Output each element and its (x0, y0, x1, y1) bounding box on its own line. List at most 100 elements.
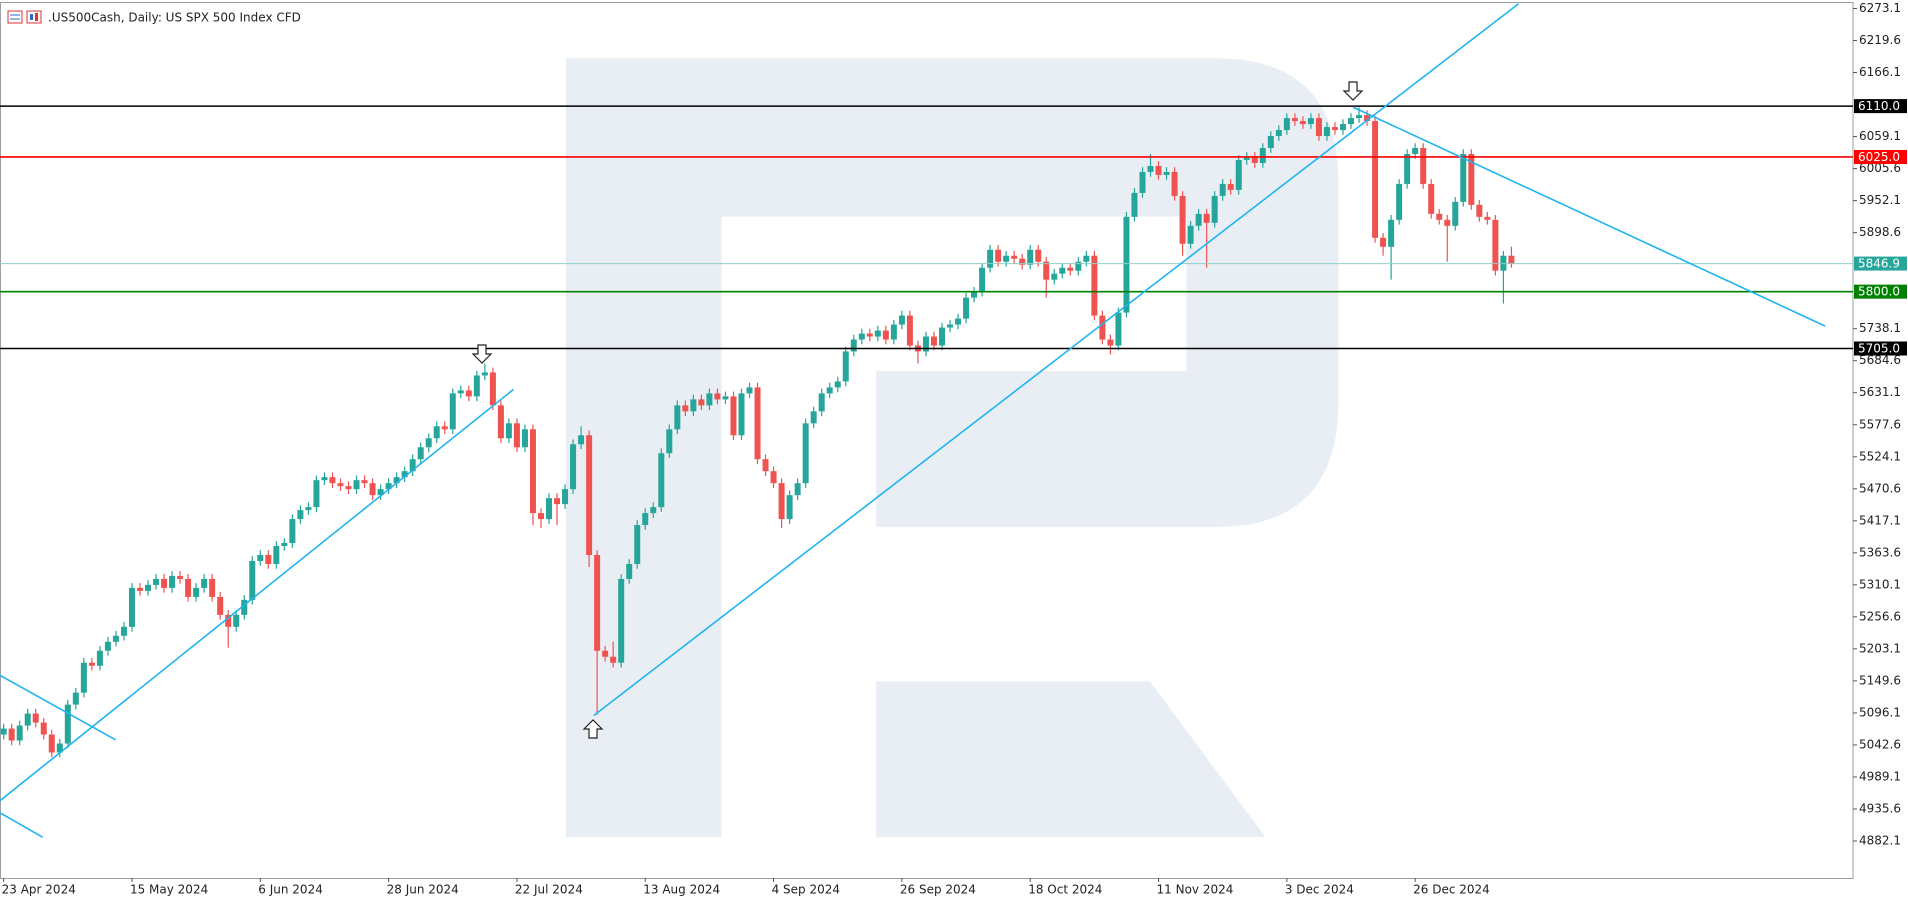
x-tick-label: 6 Jun 2024 (258, 883, 323, 897)
x-tick-label: 22 Jul 2024 (515, 883, 583, 897)
candle-body (1019, 258, 1026, 265)
candle-body (1099, 315, 1106, 340)
candle-body (1251, 156, 1258, 163)
candle-body (898, 315, 905, 325)
candle-body (1428, 183, 1435, 214)
candle-body (329, 477, 336, 484)
candle-body (554, 498, 561, 505)
candle-body (193, 587, 200, 597)
candle-body (746, 387, 753, 394)
candle-body (971, 291, 978, 298)
candle-body (1460, 153, 1467, 202)
candle-body (770, 471, 777, 484)
candle-body (297, 510, 304, 520)
candle-body (650, 507, 657, 514)
candle-body (48, 734, 55, 753)
candle-body (537, 513, 544, 520)
candle-body (626, 563, 633, 579)
candle-body (850, 339, 857, 352)
watermark (565, 58, 1339, 838)
candle-body (80, 662, 87, 693)
candle-body (161, 578, 168, 588)
candle-body (169, 575, 176, 588)
candle-body (1339, 124, 1346, 131)
candle-body (1227, 183, 1234, 190)
x-tick-label: 13 Aug 2024 (643, 883, 720, 897)
candles (0, 107, 1515, 758)
candle-body (570, 444, 577, 490)
candle-body (690, 399, 697, 412)
candle-body (8, 728, 15, 741)
candle-body (618, 578, 625, 663)
x-tick-label: 18 Oct 2024 (1028, 883, 1102, 897)
y-tick-label: 4882.1 (1859, 834, 1901, 848)
candle-body (1123, 216, 1130, 313)
candle-body (1195, 213, 1202, 226)
y-tick-label: 5149.6 (1859, 673, 1901, 687)
candle-body (337, 483, 344, 487)
candle-body (145, 584, 152, 591)
candle-body (1243, 156, 1250, 160)
candle-body (112, 635, 119, 642)
candle-body (1283, 118, 1290, 131)
level-label: 5705.0 (1858, 342, 1900, 356)
y-tick-label: 5898.6 (1859, 225, 1901, 239)
candle-body (457, 390, 464, 394)
candle-body (722, 396, 729, 400)
trendline (0, 388, 515, 802)
candle-body (433, 426, 440, 439)
candle-body (834, 381, 841, 388)
candle-body (866, 333, 873, 337)
candle-body (225, 614, 232, 627)
x-tick-label: 4 Sep 2024 (772, 883, 840, 897)
candle-body (938, 327, 945, 346)
candle-body (16, 725, 23, 741)
level-label: 6025.0 (1858, 150, 1900, 164)
candle-body (1027, 249, 1034, 265)
level-label-box (1854, 341, 1907, 356)
candle-body (955, 318, 962, 325)
candle-body (1035, 249, 1042, 262)
candle-body (1492, 219, 1499, 271)
candle-body (762, 459, 769, 472)
trendline (0, 674, 116, 741)
candle-body (1043, 261, 1050, 280)
y-tick-label: 5524.1 (1859, 449, 1901, 463)
candle-body (714, 393, 721, 400)
candle-body (1259, 148, 1266, 163)
candle-body (201, 578, 208, 588)
x-tick-label: 28 Jun 2024 (387, 883, 459, 897)
level-label-box (1854, 149, 1907, 164)
candle-body (353, 480, 360, 490)
candle-body (128, 587, 135, 627)
candle-body (674, 405, 681, 430)
candle-body (1059, 267, 1066, 274)
candle-body (1011, 255, 1018, 259)
candle-body (241, 599, 248, 615)
y-tick-label: 5256.6 (1859, 609, 1901, 623)
candle-body (185, 578, 192, 597)
candle-body (1299, 121, 1306, 125)
candle-body (1115, 312, 1122, 346)
candle-body (369, 483, 376, 496)
y-tick-label: 4989.1 (1859, 769, 1901, 783)
candle-body (1211, 195, 1218, 223)
candle-body (995, 249, 1002, 262)
candle-body (947, 324, 954, 328)
x-tick-label: 26 Sep 2024 (900, 883, 976, 897)
candle-body (1171, 171, 1178, 196)
candle-body (441, 426, 448, 430)
candle-body (393, 477, 400, 484)
candle-body (521, 429, 528, 448)
candle-body (1468, 153, 1475, 205)
candle-body (1315, 118, 1322, 137)
candle-body (217, 596, 224, 615)
candle-body (602, 650, 609, 657)
candle-body (818, 393, 825, 412)
candle-body (209, 578, 216, 597)
candle-body (874, 330, 881, 337)
level-label: 6110.0 (1858, 99, 1900, 113)
